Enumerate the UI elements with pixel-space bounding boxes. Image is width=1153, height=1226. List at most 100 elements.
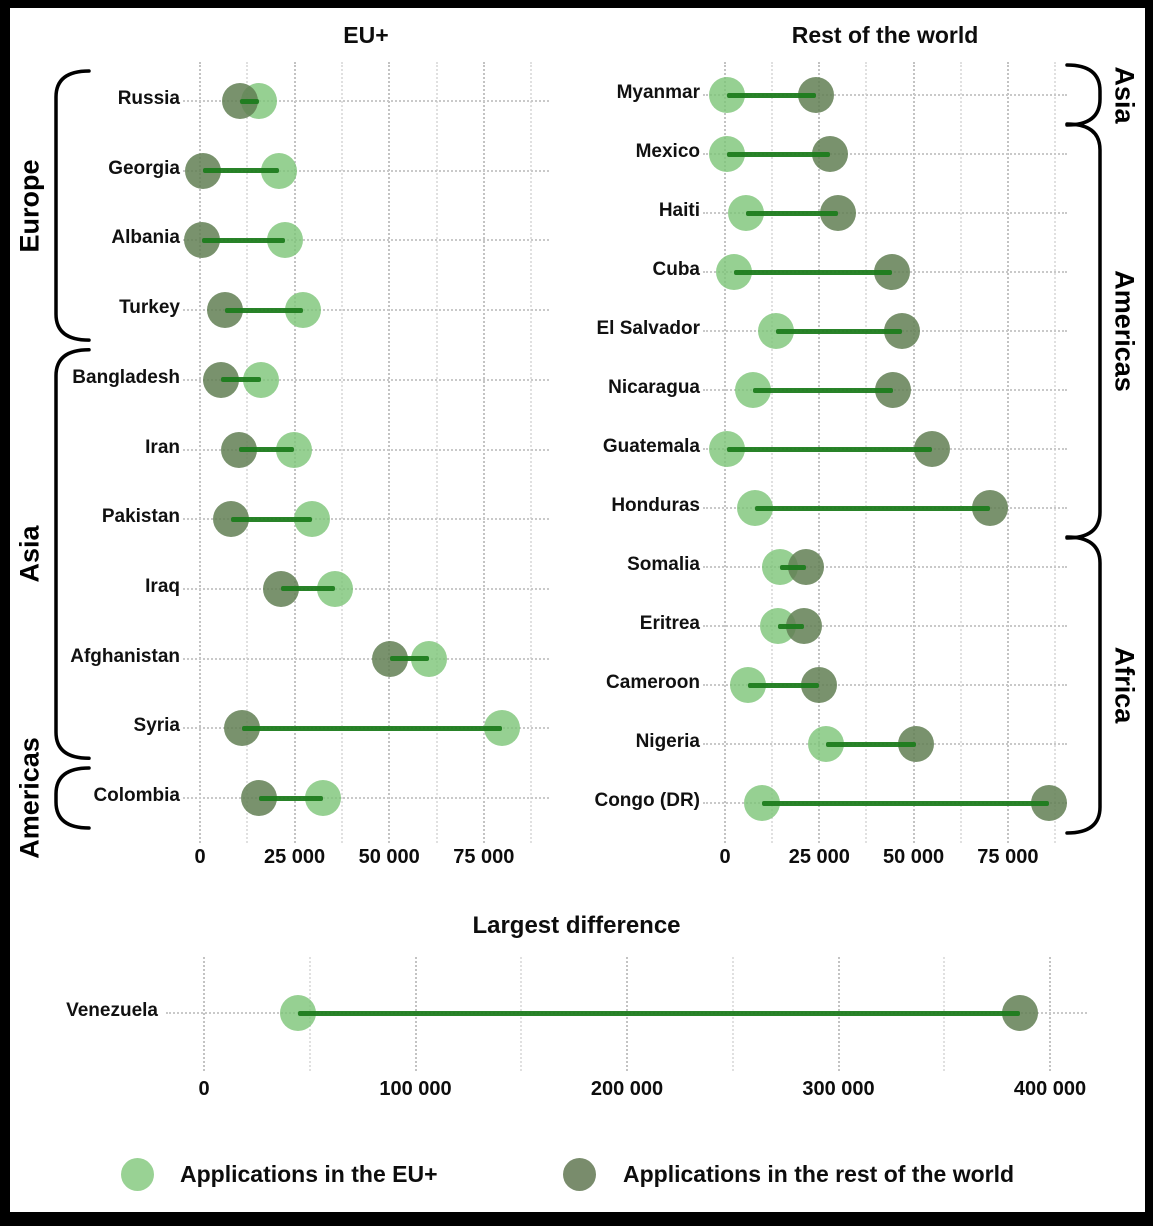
group-label-asia-right: Asia xyxy=(1109,66,1140,124)
major-gridline xyxy=(388,62,391,843)
minor-gridline xyxy=(340,62,343,843)
row-guide-pakistan xyxy=(183,518,549,521)
row-guide-mexico xyxy=(703,153,1067,155)
major-gridline xyxy=(818,62,821,843)
link-iraq xyxy=(280,586,336,592)
country-label-mexico: Mexico xyxy=(635,141,700,162)
country-label-pakistan: Pakistan xyxy=(101,506,180,528)
link-guatemala xyxy=(726,446,933,452)
legend-rest-label: Applications in the rest of the world xyxy=(623,1161,1015,1187)
major-gridline xyxy=(203,957,205,1071)
country-label-cuba: Cuba xyxy=(652,259,701,280)
link-albania xyxy=(201,237,286,243)
country-label-haiti: Haiti xyxy=(658,200,700,221)
country-label-turkey: Turkey xyxy=(119,297,180,319)
panel-title-eu: EU+ xyxy=(343,22,389,48)
group-label-africa-right: Africa xyxy=(1109,646,1140,724)
legend-rest-dot-icon xyxy=(563,1158,596,1191)
link-cuba xyxy=(734,269,892,275)
panel-title-rest-of-world: Rest of the world xyxy=(791,22,979,48)
country-label-georgia: Georgia xyxy=(108,157,180,179)
plot-area-rest-of-the-world xyxy=(703,62,1067,843)
country-label-syria: Syria xyxy=(133,715,180,737)
link-nigeria xyxy=(825,741,916,747)
country-label-colombia: Colombia xyxy=(93,785,180,806)
link-turkey xyxy=(225,307,304,313)
row-guide-bangladesh xyxy=(183,378,549,381)
x-tick-rest-of-the-world-0: 0 xyxy=(719,846,731,868)
minor-gridline xyxy=(530,62,533,843)
row-guide-somalia xyxy=(703,566,1067,568)
brace-asia-right xyxy=(1065,63,1102,127)
link-mexico xyxy=(727,151,830,157)
row-guide-colombia xyxy=(183,797,549,799)
minor-gridline xyxy=(435,62,438,843)
row-guide-georgia xyxy=(183,169,549,172)
link-cameroon xyxy=(748,682,819,688)
group-label-americas-right: Americas xyxy=(1109,270,1140,392)
link-colombia xyxy=(259,795,323,801)
minor-gridline xyxy=(1054,62,1057,843)
x-tick-eu-25-000: 25 000 xyxy=(264,846,326,868)
x-tick-largest-difference-400-000: 400 000 xyxy=(1013,1078,1087,1100)
row-guide-afghanistan xyxy=(183,657,549,660)
brace-africa-right xyxy=(1065,535,1102,835)
link-haiti xyxy=(746,210,838,216)
country-label-bangladesh: Bangladesh xyxy=(72,366,180,388)
country-label-russia: Russia xyxy=(117,88,180,109)
legend-eu-label: Applications in the EU+ xyxy=(180,1161,438,1187)
row-guide-cameroon xyxy=(703,684,1067,686)
country-label-venezuela: Venezuela xyxy=(66,1000,158,1021)
x-tick-rest-of-the-world-75-000: 75 000 xyxy=(977,846,1039,868)
country-label-albania: Albania xyxy=(111,227,180,249)
major-gridline xyxy=(482,62,485,843)
group-label-americas-left: Americas xyxy=(14,737,45,859)
minor-gridline xyxy=(771,62,774,843)
major-gridline xyxy=(199,62,201,843)
x-tick-rest-of-the-world-50-000: 50 000 xyxy=(883,846,945,868)
x-tick-largest-difference-0: 0 xyxy=(198,1078,210,1100)
panel-title-largest-difference: Largest difference xyxy=(472,912,681,939)
country-label-el-salvador: El Salvador xyxy=(596,318,701,339)
link-syria xyxy=(242,725,502,731)
link-congo-dr xyxy=(762,800,1049,806)
legend: Applications in the EU+ Applications in … xyxy=(0,1148,1153,1208)
country-label-iraq: Iraq xyxy=(145,575,180,597)
country-label-honduras: Honduras xyxy=(611,495,700,516)
major-gridline xyxy=(1049,957,1051,1071)
row-guide-iraq xyxy=(183,587,549,590)
link-honduras xyxy=(755,505,990,511)
link-myanmar xyxy=(726,92,817,98)
link-pakistan xyxy=(231,516,312,522)
link-nicaragua xyxy=(752,387,894,393)
major-gridline xyxy=(1006,62,1009,843)
link-eritrea xyxy=(778,623,804,629)
plot-area-largest-difference xyxy=(166,957,1087,1071)
country-label-iran: Iran xyxy=(145,436,180,458)
link-somalia xyxy=(779,564,806,570)
row-guide-iran xyxy=(183,448,549,451)
link-venezuela xyxy=(298,1010,1021,1016)
link-bangladesh xyxy=(220,377,261,383)
country-label-cameroon: Cameroon xyxy=(606,672,700,693)
major-gridline xyxy=(912,62,915,843)
link-el-salvador xyxy=(775,328,903,334)
country-label-afghanistan: Afghanistan xyxy=(70,645,180,667)
row-guide-myanmar xyxy=(703,94,1067,96)
country-label-guatemala: Guatemala xyxy=(602,436,700,457)
brace-americas-right xyxy=(1065,122,1102,540)
country-label-myanmar: Myanmar xyxy=(616,82,700,103)
country-label-nicaragua: Nicaragua xyxy=(608,377,700,398)
link-afghanistan xyxy=(389,656,429,662)
legend-eu-dot-icon xyxy=(121,1158,154,1191)
x-tick-eu-50-000: 50 000 xyxy=(358,846,420,868)
minor-gridline xyxy=(959,62,962,843)
row-guide-russia xyxy=(183,100,549,102)
brace-asia-left xyxy=(54,348,91,761)
link-georgia xyxy=(202,168,280,174)
x-tick-largest-difference-200-000: 200 000 xyxy=(590,1078,664,1100)
link-iran xyxy=(239,447,295,452)
link-russia xyxy=(240,98,259,104)
row-guide-eritrea xyxy=(703,625,1067,627)
